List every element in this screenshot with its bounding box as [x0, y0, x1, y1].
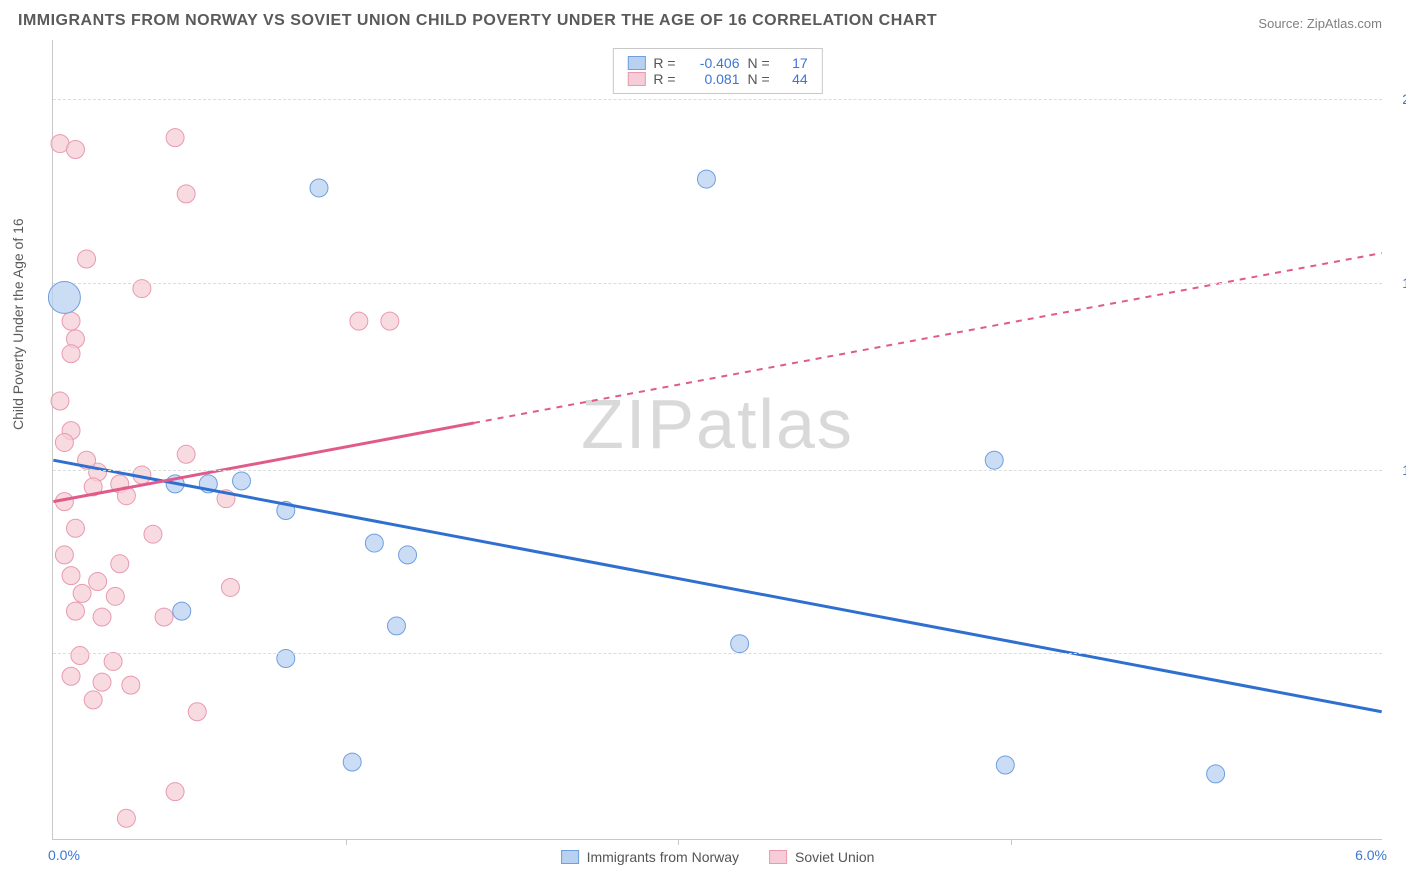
y-axis-label: Child Poverty Under the Age of 16 [10, 218, 26, 430]
y-tick-label: 25.0% [1387, 91, 1406, 107]
y-tick-label: 18.8% [1387, 275, 1406, 291]
x-tick-mark [346, 839, 347, 845]
data-point [122, 676, 140, 694]
bottom-legend: Immigrants from Norway Soviet Union [561, 849, 875, 865]
data-point [144, 525, 162, 543]
data-point [177, 445, 195, 463]
data-point [173, 602, 191, 620]
y-tick-label: 12.5% [1387, 462, 1406, 478]
data-point [381, 312, 399, 330]
data-point [996, 756, 1014, 774]
data-point [166, 783, 184, 801]
source-name: ZipAtlas.com [1307, 16, 1382, 31]
trend-line [53, 460, 1381, 712]
data-point [277, 649, 295, 667]
data-point [48, 281, 80, 313]
x-tick-left: 0.0% [48, 847, 80, 863]
data-point [55, 546, 73, 564]
data-point [365, 534, 383, 552]
data-point [55, 433, 73, 451]
trend-line [53, 423, 474, 502]
data-point [71, 647, 89, 665]
data-point [111, 555, 129, 573]
data-point [89, 573, 107, 591]
data-point [84, 691, 102, 709]
source-label: Source: [1258, 16, 1303, 31]
data-point [62, 312, 80, 330]
data-point [177, 185, 195, 203]
chart-svg [53, 40, 1382, 839]
legend-item-2: Soviet Union [769, 849, 874, 865]
data-point [155, 608, 173, 626]
data-point [188, 703, 206, 721]
gridline [53, 470, 1382, 471]
legend-item-1: Immigrants from Norway [561, 849, 739, 865]
data-point [343, 753, 361, 771]
data-point [93, 673, 111, 691]
data-point [697, 170, 715, 188]
gridline [53, 283, 1382, 284]
data-point [51, 392, 69, 410]
data-point [387, 617, 405, 635]
legend-swatch-1 [561, 850, 579, 864]
x-tick-mark [1011, 839, 1012, 845]
data-point [310, 179, 328, 197]
data-point [399, 546, 417, 564]
plot-area: ZIPatlas R = -0.406 N = 17 R = 0.081 N =… [52, 40, 1382, 840]
trend-line-extrapolated [474, 253, 1382, 423]
chart-title: IMMIGRANTS FROM NORWAY VS SOVIET UNION C… [18, 12, 937, 30]
legend-swatch-2 [769, 850, 787, 864]
data-point [104, 652, 122, 670]
gridline [53, 653, 1382, 654]
legend-label-2: Soviet Union [795, 849, 874, 865]
x-tick-right: 6.0% [1355, 847, 1387, 863]
data-point [233, 472, 251, 490]
data-point [1207, 765, 1225, 783]
data-point [985, 451, 1003, 469]
data-point [106, 587, 124, 605]
data-point [62, 345, 80, 363]
data-point [221, 578, 239, 596]
x-tick-mark [678, 839, 679, 845]
data-point [73, 584, 91, 602]
gridline [53, 99, 1382, 100]
source-credit: Source: ZipAtlas.com [1258, 16, 1382, 31]
data-point [731, 635, 749, 653]
data-point [117, 809, 135, 827]
data-point [66, 141, 84, 159]
y-tick-label: 6.3% [1387, 645, 1406, 661]
data-point [66, 602, 84, 620]
data-point [78, 250, 96, 268]
data-point [62, 667, 80, 685]
legend-label-1: Immigrants from Norway [587, 849, 739, 865]
data-point [62, 567, 80, 585]
data-point [350, 312, 368, 330]
data-point [166, 129, 184, 147]
data-point [66, 519, 84, 537]
data-point [93, 608, 111, 626]
